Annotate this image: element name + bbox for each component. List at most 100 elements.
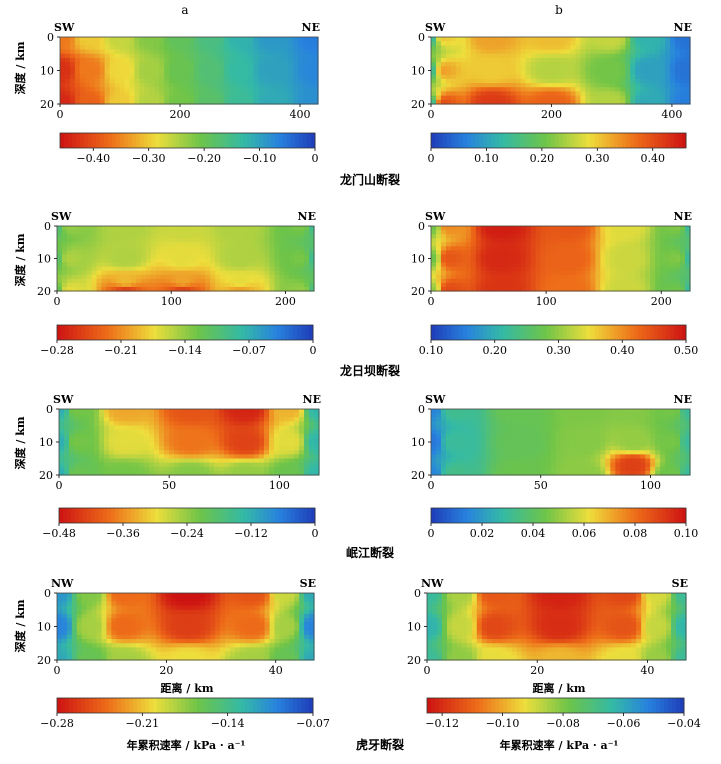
colorbar-segment — [542, 325, 548, 340]
heat-cell — [189, 433, 195, 439]
heat-cell — [660, 282, 666, 288]
heat-cell — [460, 87, 467, 93]
heat-cell — [490, 266, 497, 272]
heat-cell — [139, 78, 145, 84]
heat-cell — [610, 41, 616, 46]
heat-cell — [233, 62, 240, 67]
heat-cell — [535, 238, 542, 243]
heat-cell — [615, 53, 621, 59]
colorbar-segment — [462, 325, 468, 340]
heat-cell — [159, 450, 165, 455]
heat-cell — [189, 437, 195, 443]
heat-cell — [510, 425, 517, 431]
heat-cell — [565, 258, 572, 264]
heat-cell — [244, 250, 251, 256]
heat-cell — [685, 278, 691, 284]
heat-cell — [99, 425, 105, 431]
heat-cell — [470, 41, 477, 46]
heat-cell — [665, 258, 671, 264]
heat-cell — [244, 466, 250, 472]
heat-cell — [229, 238, 236, 243]
heat-cell — [79, 470, 85, 476]
heat-cell — [200, 238, 206, 243]
heat-cell — [655, 238, 661, 243]
heat-cell — [101, 286, 108, 292]
heat-cell — [283, 83, 289, 88]
heat-cell — [605, 45, 611, 51]
heat-cell — [164, 425, 170, 431]
colorbar-tick-label: −0.28 — [40, 344, 74, 357]
heat-cell — [159, 37, 165, 42]
heat-cell — [645, 246, 651, 251]
heat-cell — [254, 417, 260, 422]
heat-cell — [84, 425, 90, 431]
heat-cell — [500, 57, 507, 63]
heat-cell — [66, 258, 73, 264]
heat-cell — [299, 250, 305, 256]
heat-cell — [219, 425, 225, 431]
heat-cell — [248, 53, 255, 59]
heat-cell — [440, 254, 447, 260]
heat-cell — [229, 466, 235, 472]
colorbar-segment — [175, 508, 180, 523]
heat-cell — [284, 425, 290, 431]
heat-cell — [294, 450, 300, 455]
heat-cell — [219, 458, 225, 464]
heat-cell — [465, 70, 472, 76]
heat-cell — [109, 41, 116, 46]
heat-cell — [239, 230, 246, 235]
heat-cell — [595, 87, 601, 93]
heat-cell — [149, 413, 155, 418]
heat-cell — [213, 37, 220, 42]
heat-cell — [445, 238, 452, 243]
heat-cell — [210, 226, 216, 231]
heat-cell — [440, 413, 447, 418]
heat-cell — [515, 95, 522, 101]
heat-cell — [460, 230, 467, 235]
heat-cell — [149, 62, 155, 67]
heat-cell — [635, 274, 641, 280]
heat-cell — [435, 83, 442, 88]
heat-cell — [60, 87, 66, 93]
heat-cell — [154, 99, 160, 105]
heat-cell — [475, 286, 482, 292]
heat-cell — [490, 254, 497, 260]
heat-cell — [670, 417, 676, 422]
heat-cell — [660, 49, 666, 55]
heat-cell — [264, 409, 270, 414]
heat-cell — [645, 262, 651, 268]
heat-cell — [580, 429, 586, 435]
heat-cell — [555, 433, 562, 439]
colorbar-segment — [121, 325, 126, 340]
heat-cell — [174, 413, 180, 418]
heat-cell — [145, 238, 152, 243]
heat-cell — [101, 258, 108, 264]
heat-cell — [545, 258, 552, 264]
colorbar-segment — [618, 133, 623, 148]
heat-cell — [244, 421, 250, 427]
heat-cell — [89, 470, 95, 476]
heat-cell — [218, 91, 225, 97]
heat-cell — [209, 454, 215, 460]
heat-cell — [650, 254, 656, 260]
heat-cell — [640, 433, 646, 439]
colorbar-segment — [115, 508, 120, 523]
heat-cell — [680, 49, 686, 55]
heat-cell — [550, 242, 557, 247]
heat-cell — [460, 433, 467, 439]
heat-cell — [114, 99, 121, 105]
colorbar-segment — [502, 325, 508, 340]
heat-cell — [200, 282, 206, 288]
heat-cell — [535, 62, 542, 67]
heat-cell — [145, 282, 152, 288]
heat-cell — [520, 99, 527, 105]
heat-cell — [101, 270, 108, 276]
heat-cell — [309, 266, 315, 272]
heat-cell — [233, 91, 240, 97]
heat-cell — [169, 99, 175, 105]
heat-cell — [198, 83, 205, 88]
heat-cell — [94, 99, 101, 105]
heat-cell — [164, 45, 170, 51]
heat-cell — [610, 282, 616, 288]
heat-cell — [174, 53, 180, 59]
